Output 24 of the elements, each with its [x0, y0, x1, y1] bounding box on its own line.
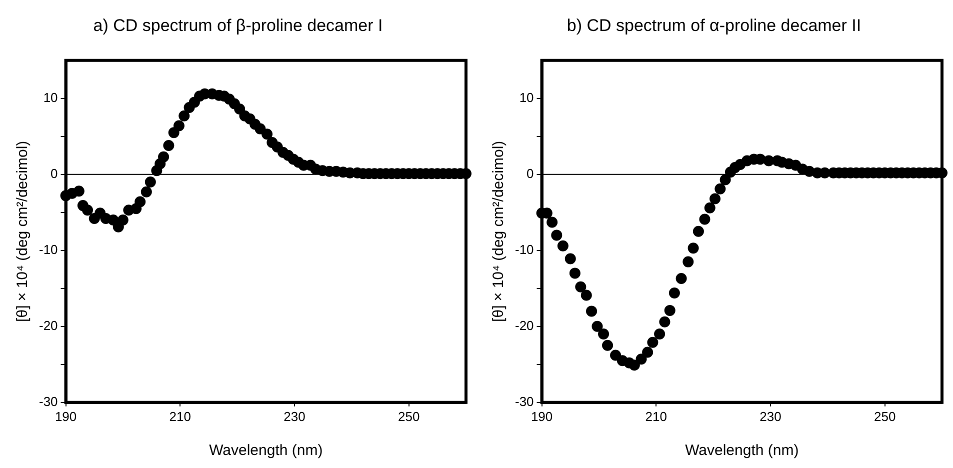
y-tick-label: 0: [526, 166, 534, 181]
x-axis-title: Wavelength (nm): [685, 442, 799, 460]
y-tick-label: -10: [514, 242, 534, 257]
x-axis-title: Wavelength (nm): [209, 442, 323, 460]
x-tick-label: 190: [530, 408, 553, 424]
chart-title: b) CD spectrum of α-proline decamer II: [566, 16, 862, 35]
y-tick-label: -20: [38, 318, 58, 333]
x-tick-label: 190: [54, 408, 77, 424]
x-tick-label: 230: [284, 408, 306, 424]
y-tick-label: 0: [50, 166, 58, 181]
x-tick-label: 230: [760, 408, 782, 424]
y-tick-label: -30: [38, 394, 58, 409]
chart-title: a) CD spectrum of β-proline decamer I: [93, 16, 383, 35]
x-tick-label: 250: [398, 408, 420, 424]
x-tick-label: 250: [874, 408, 896, 424]
x-tick-label: 210: [645, 408, 667, 424]
y-tick-label: -20: [514, 318, 534, 333]
y-axis-title: [θ] × 10⁴ (deg cm²/decimol): [14, 140, 32, 322]
y-tick-label: -30: [514, 394, 534, 409]
x-tick-label: 210: [169, 408, 191, 424]
y-tick-label: 10: [43, 90, 58, 105]
y-tick-label: 10: [519, 90, 534, 105]
y-tick-label: -10: [38, 242, 58, 257]
y-axis-title: [θ] × 10⁴ (deg cm²/decimol): [490, 140, 508, 322]
